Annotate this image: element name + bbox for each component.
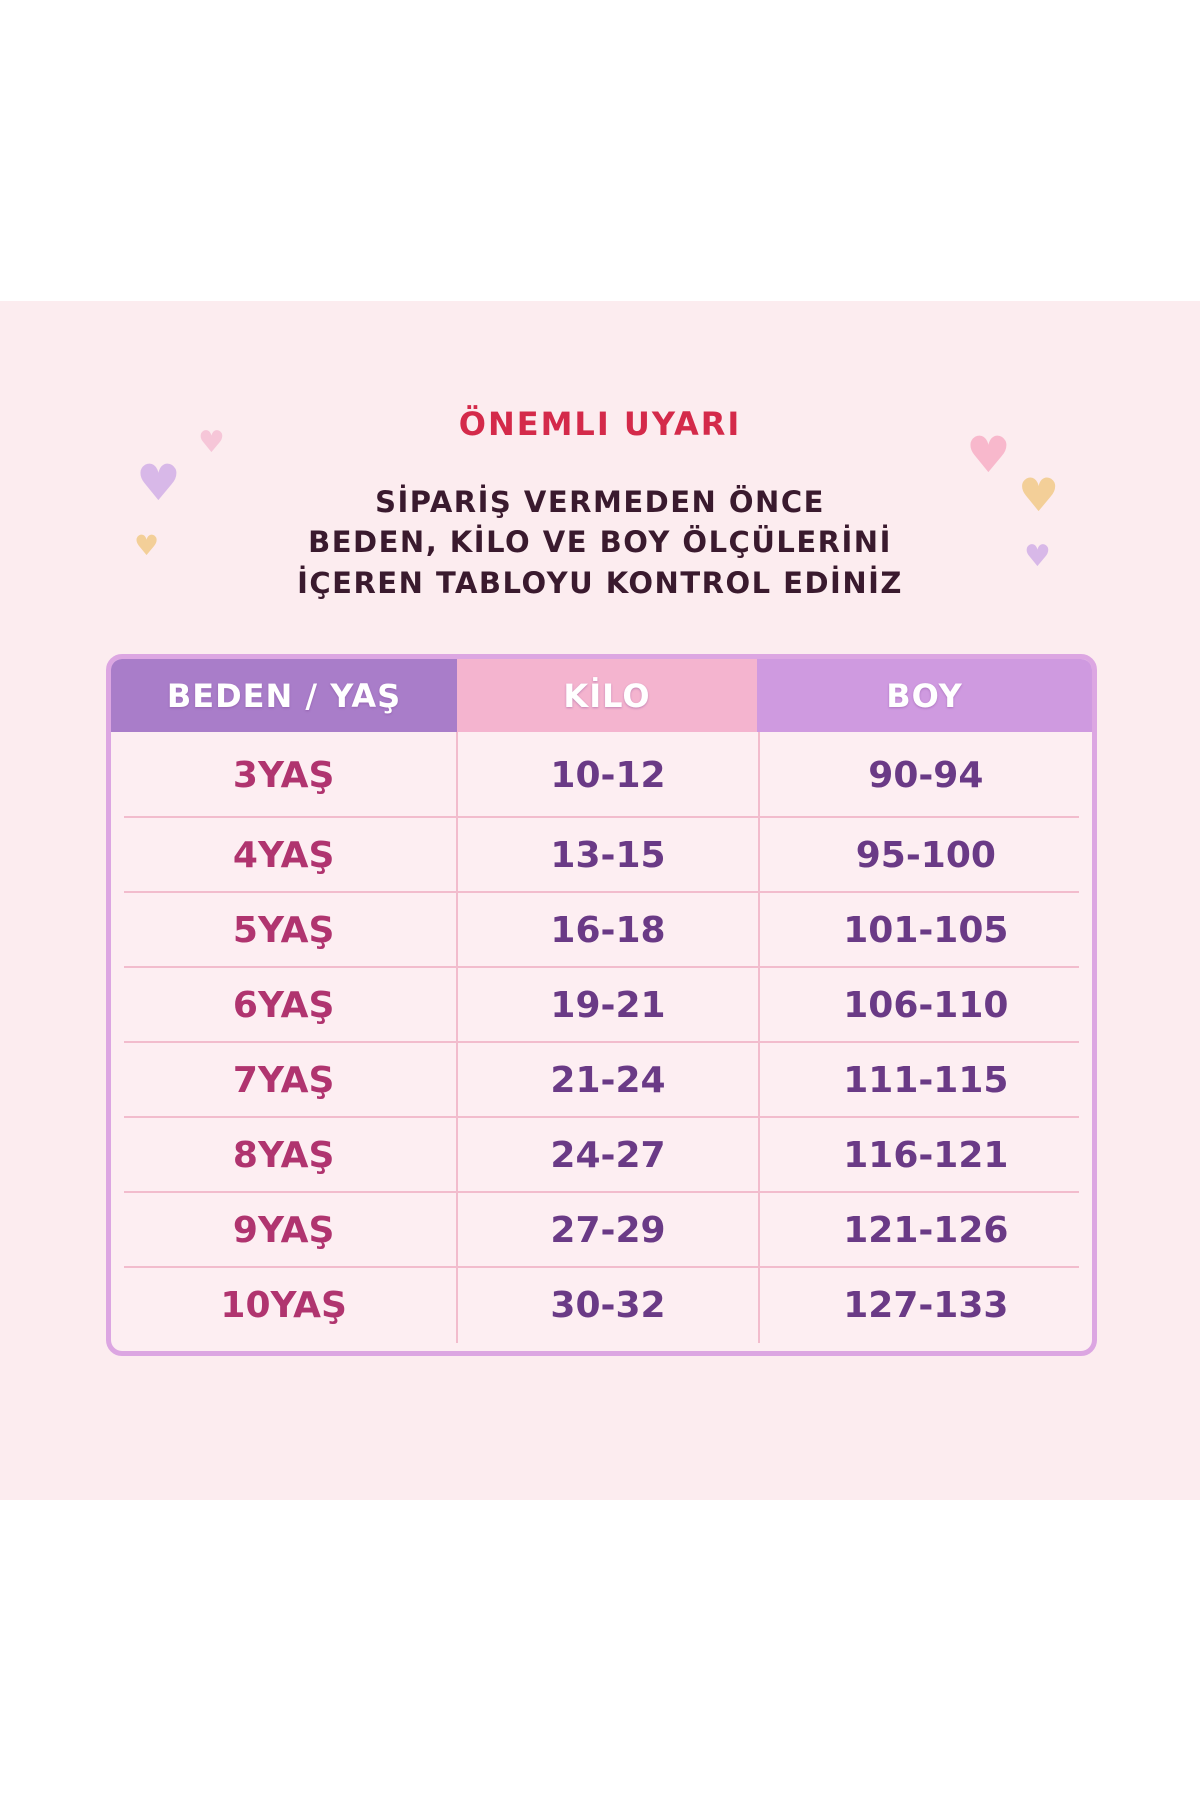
header-kilo: KİLO <box>457 659 757 732</box>
cell-age: 4YAŞ <box>111 818 459 893</box>
cell-kilo: 24-27 <box>458 1118 760 1193</box>
heart-icon: ♥ <box>198 425 225 460</box>
header-boy: BOY <box>757 659 1092 732</box>
heart-icon: ♥ <box>966 426 1011 484</box>
table-row: 7YAŞ 21-24 111-115 <box>111 1043 1092 1118</box>
cell-boy: 95-100 <box>855 835 996 876</box>
cell-boy: 106-110 <box>843 985 1009 1026</box>
cell-boy: 101-105 <box>843 910 1009 951</box>
table-row: 9YAŞ 27-29 121-126 <box>111 1193 1092 1268</box>
header-age: BEDEN / YAŞ <box>111 659 457 732</box>
cell-age: 9YAŞ <box>111 1193 459 1268</box>
warning-title: ÖNEMLI UYARI <box>458 405 742 443</box>
cell-kilo: 19-21 <box>458 968 760 1043</box>
subtitle-line-1: SİPARİŞ VERMEDEN ÖNCE <box>375 485 825 519</box>
cell-age: 7YAŞ <box>111 1043 459 1118</box>
cell-boy: 121-126 <box>843 1210 1009 1251</box>
cell-age: 3YAŞ <box>111 732 459 818</box>
table-row: 5YAŞ 16-18 101-105 <box>111 893 1092 968</box>
cell-kilo: 16-18 <box>458 893 760 968</box>
cell-age: 5YAŞ <box>111 893 459 968</box>
cell-age: 6YAŞ <box>111 968 459 1043</box>
subtitle-line-2: BEDEN, KİLO VE BOY ÖLÇÜLERİNİ <box>308 525 892 559</box>
cell-kilo: 13-15 <box>458 818 760 893</box>
cell-kilo: 21-24 <box>458 1043 760 1118</box>
heart-icon: ♥ <box>134 529 160 562</box>
table-row: 6YAŞ 19-21 106-110 <box>111 968 1092 1043</box>
cell-boy: 116-121 <box>843 1135 1009 1176</box>
cell-boy: 127-133 <box>843 1285 1009 1326</box>
table-row: 10YAŞ 30-32 127-133 <box>111 1268 1092 1343</box>
heart-icon: ♥ <box>136 454 181 512</box>
cell-age: 8YAŞ <box>111 1118 459 1193</box>
table-row: 8YAŞ 24-27 116-121 <box>111 1118 1092 1193</box>
table-body: 3YAŞ 10-12 90-94 4YAŞ 13-15 95-100 5YAŞ 16-18 10… <box>111 732 1092 1343</box>
cell-kilo: 27-29 <box>458 1193 760 1268</box>
heart-icon: ♥ <box>1024 539 1051 574</box>
cell-boy: 90-94 <box>868 754 984 796</box>
cell-age: 10YAŞ <box>111 1268 459 1343</box>
cell-kilo: 30-32 <box>458 1268 760 1343</box>
subtitle-line-3: İÇEREN TABLOYU KONTROL EDİNİZ <box>297 566 903 600</box>
cell-kilo: 10-12 <box>458 732 760 818</box>
table-row: 3YAŞ 10-12 90-94 <box>111 732 1092 818</box>
size-chart-table: BEDEN / YAŞ KİLO BOY 3YAŞ 10-12 90-94 4YAŞ 1… <box>106 654 1097 1356</box>
table-row: 4YAŞ 13-15 95-100 <box>111 818 1092 893</box>
heart-icon: ♥ <box>1018 468 1060 522</box>
cell-boy: 111-115 <box>843 1060 1009 1101</box>
